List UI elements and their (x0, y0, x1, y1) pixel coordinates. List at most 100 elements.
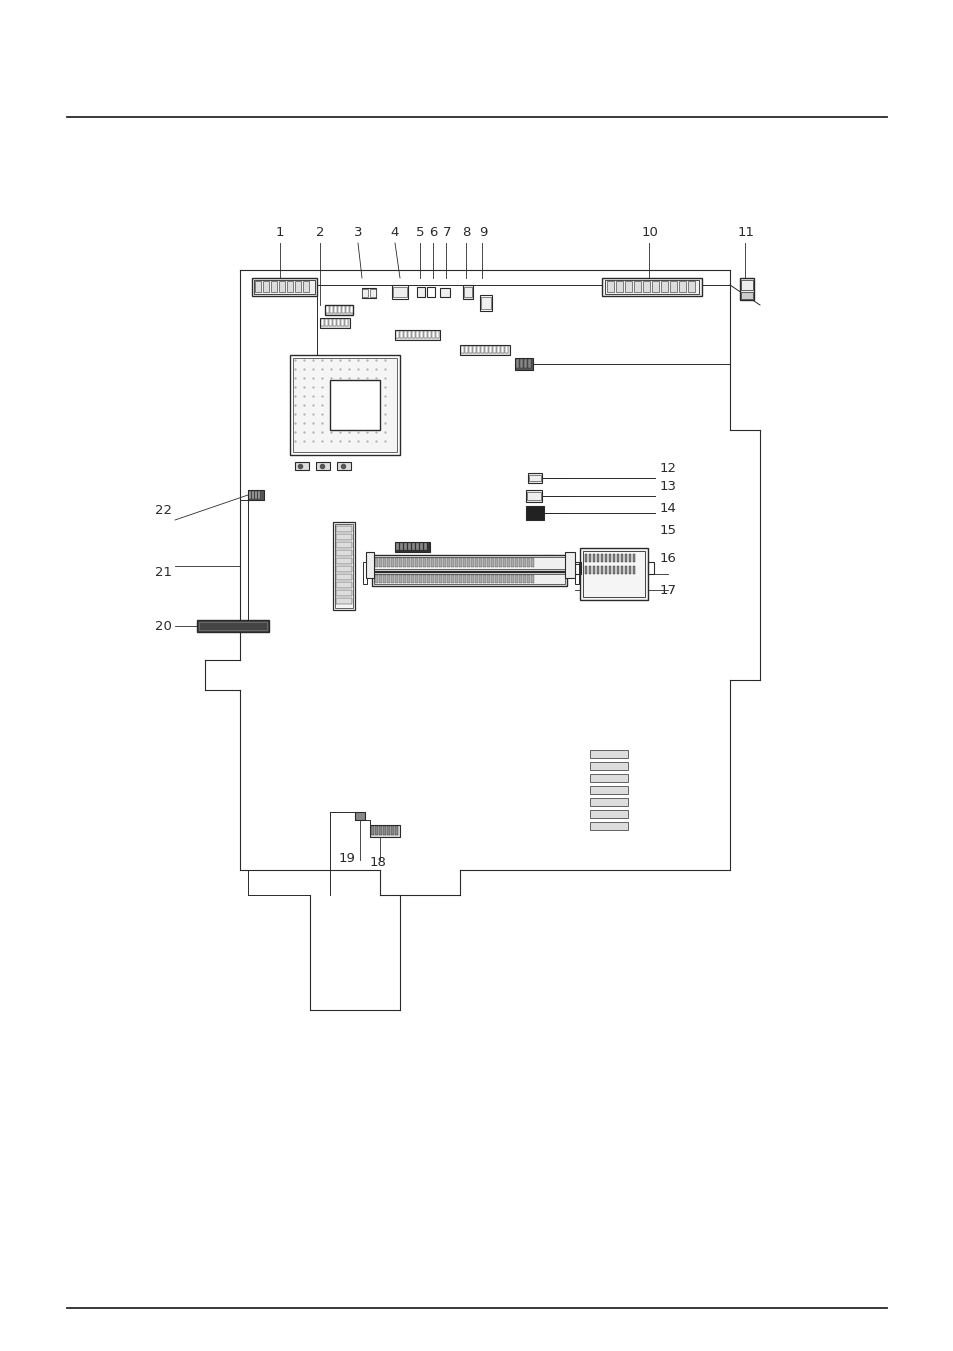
Bar (431, 558, 434, 567)
Bar (393, 286, 407, 297)
Bar (335, 558, 352, 563)
Bar (471, 576, 474, 584)
Bar (600, 554, 602, 562)
Bar (407, 558, 410, 567)
Bar (522, 576, 525, 584)
Bar (337, 305, 340, 313)
Bar (375, 558, 377, 567)
Bar (506, 576, 510, 584)
Bar (579, 549, 647, 600)
Bar (416, 543, 418, 550)
Text: 7: 7 (442, 227, 451, 239)
Bar (484, 346, 488, 353)
Bar (196, 620, 269, 632)
Bar (497, 346, 499, 353)
Bar (408, 543, 411, 550)
Bar (589, 762, 627, 770)
Bar (392, 285, 408, 299)
Bar (500, 346, 503, 353)
Text: 16: 16 (659, 551, 677, 565)
Bar (495, 558, 497, 567)
Bar (498, 576, 501, 584)
Bar (326, 305, 329, 313)
Bar (395, 576, 397, 584)
Bar (740, 280, 752, 290)
Bar (515, 576, 517, 584)
Bar (320, 319, 324, 326)
Bar (335, 542, 352, 549)
Bar (335, 534, 352, 540)
Bar (442, 576, 446, 584)
Bar (462, 558, 465, 567)
Text: 10: 10 (640, 227, 658, 239)
Bar (651, 281, 659, 292)
Bar (482, 576, 485, 584)
Bar (398, 576, 401, 584)
Bar (366, 553, 374, 578)
Bar (408, 331, 411, 338)
Bar (391, 558, 394, 567)
Bar (325, 305, 353, 315)
Bar (679, 281, 685, 292)
Bar (199, 621, 267, 630)
Bar (475, 576, 477, 584)
Bar (608, 566, 610, 574)
Bar (378, 558, 381, 567)
Bar (335, 550, 352, 557)
Bar (460, 346, 463, 353)
Bar (319, 317, 350, 328)
Bar (438, 576, 441, 584)
Bar (403, 543, 407, 550)
Bar (669, 281, 677, 292)
Bar (584, 554, 586, 562)
Bar (422, 576, 426, 584)
Bar (278, 281, 285, 292)
Bar (378, 825, 381, 835)
Bar (582, 551, 644, 597)
Text: 19: 19 (337, 851, 355, 865)
Bar (467, 558, 470, 567)
Bar (600, 566, 602, 574)
Bar (330, 305, 333, 313)
Bar (335, 590, 352, 596)
Bar (361, 288, 375, 299)
Bar (294, 462, 309, 470)
Bar (416, 331, 418, 338)
Text: 13: 13 (659, 481, 677, 493)
Bar (315, 462, 330, 470)
Bar (486, 558, 490, 567)
Bar (371, 825, 374, 835)
Bar (249, 490, 251, 499)
Bar (620, 554, 622, 562)
Bar (387, 558, 390, 567)
Bar (257, 490, 260, 499)
Bar (526, 576, 530, 584)
Bar (511, 558, 514, 567)
Bar (438, 558, 441, 567)
Bar (375, 825, 377, 835)
Bar (647, 562, 654, 574)
Bar (604, 554, 606, 562)
Bar (593, 566, 595, 574)
Bar (363, 562, 367, 584)
Bar (458, 576, 461, 584)
Text: 4: 4 (391, 227, 398, 239)
Bar (604, 566, 606, 574)
Bar (336, 462, 351, 470)
Bar (403, 331, 407, 338)
Bar (515, 358, 533, 370)
Bar (624, 281, 631, 292)
Bar (287, 281, 293, 292)
Bar (525, 490, 541, 503)
Bar (455, 558, 457, 567)
Bar (478, 558, 481, 567)
Bar (526, 492, 540, 500)
Bar (432, 331, 435, 338)
Bar (479, 295, 492, 311)
Text: 20: 20 (155, 620, 172, 632)
Bar (418, 558, 421, 567)
Bar (336, 319, 339, 326)
Bar (491, 576, 494, 584)
Bar (593, 554, 595, 562)
Bar (436, 331, 438, 338)
